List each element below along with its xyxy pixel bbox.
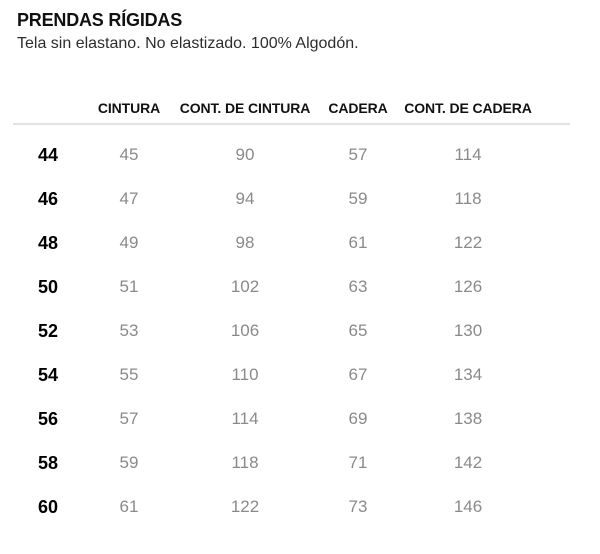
size-table: CINTURA CONT. DE CINTURA CADERA CONT. DE… [13,100,570,529]
table-row: 46 47 94 59 118 [13,177,570,221]
header-block: PRENDAS RÍGIDAS Tela sin elastano. No el… [0,0,600,54]
value-cell: 59 [348,189,368,208]
column-header-cont-de-cintura: CONT. DE CINTURA [175,100,315,125]
table-row: 48 49 98 61 122 [13,221,570,265]
value-cell: 146 [453,497,483,516]
value-cell: 51 [119,277,139,296]
value-cell: 122 [453,233,483,252]
value-cell: 94 [235,189,255,208]
value-cell: 47 [119,189,139,208]
table-row: 50 51 102 63 126 [13,265,570,309]
size-cell: 44 [37,144,59,165]
column-header-cont-de-cadera: CONT. DE CADERA [401,100,535,125]
value-cell: 126 [453,277,483,296]
column-header-right-spacer [535,100,570,125]
value-cell: 57 [119,409,139,428]
value-cell: 71 [348,453,368,472]
value-cell: 65 [348,321,368,340]
table-row: 52 53 106 65 130 [13,309,570,353]
page-title: PRENDAS RÍGIDAS [17,10,183,30]
value-cell: 114 [231,409,259,428]
table-row: 60 61 122 73 146 [13,485,570,529]
value-cell: 98 [235,233,255,252]
size-cell: 58 [37,452,59,473]
column-header-cadera: CADERA [315,100,401,125]
value-cell: 55 [119,365,139,384]
value-cell: 138 [453,409,483,428]
value-cell: 118 [231,453,259,472]
value-cell: 61 [348,233,368,252]
size-table-header: CINTURA CONT. DE CINTURA CADERA CONT. DE… [13,100,570,125]
size-cell: 60 [37,496,59,517]
table-row: 54 55 110 67 134 [13,353,570,397]
page-subtitle: Tela sin elastano. No elastizado. 100% A… [17,35,359,52]
value-cell: 67 [348,365,368,384]
size-cell: 48 [37,232,59,253]
value-cell: 53 [119,321,139,340]
size-cell: 52 [37,320,59,341]
size-cell: 50 [37,276,59,297]
column-header-size-spacer [13,100,83,125]
value-cell: 110 [231,365,259,384]
value-cell: 114 [454,145,482,164]
value-cell: 134 [453,365,483,384]
value-cell: 73 [348,497,368,516]
column-header-cintura: CINTURA [83,100,175,125]
value-cell: 106 [230,321,260,340]
value-cell: 90 [235,145,255,164]
value-cell: 130 [453,321,483,340]
value-cell: 45 [119,145,139,164]
table-row: 56 57 114 69 138 [13,397,570,441]
value-cell: 49 [119,233,139,252]
value-cell: 63 [348,277,368,296]
size-cell: 54 [37,364,59,385]
size-table-body: 44 45 90 57 114 46 47 94 59 118 48 49 98… [13,124,570,529]
value-cell: 102 [230,277,260,296]
value-cell: 118 [454,189,482,208]
value-cell: 142 [453,453,483,472]
size-cell: 46 [37,188,59,209]
value-cell: 59 [119,453,139,472]
table-row: 58 59 118 71 142 [13,441,570,485]
value-cell: 57 [348,145,368,164]
table-row: 44 45 90 57 114 [13,124,570,177]
value-cell: 69 [348,409,368,428]
value-cell: 122 [230,497,260,516]
header-row: CINTURA CONT. DE CINTURA CADERA CONT. DE… [13,100,570,125]
size-cell: 56 [37,408,59,429]
value-cell: 61 [119,497,139,516]
